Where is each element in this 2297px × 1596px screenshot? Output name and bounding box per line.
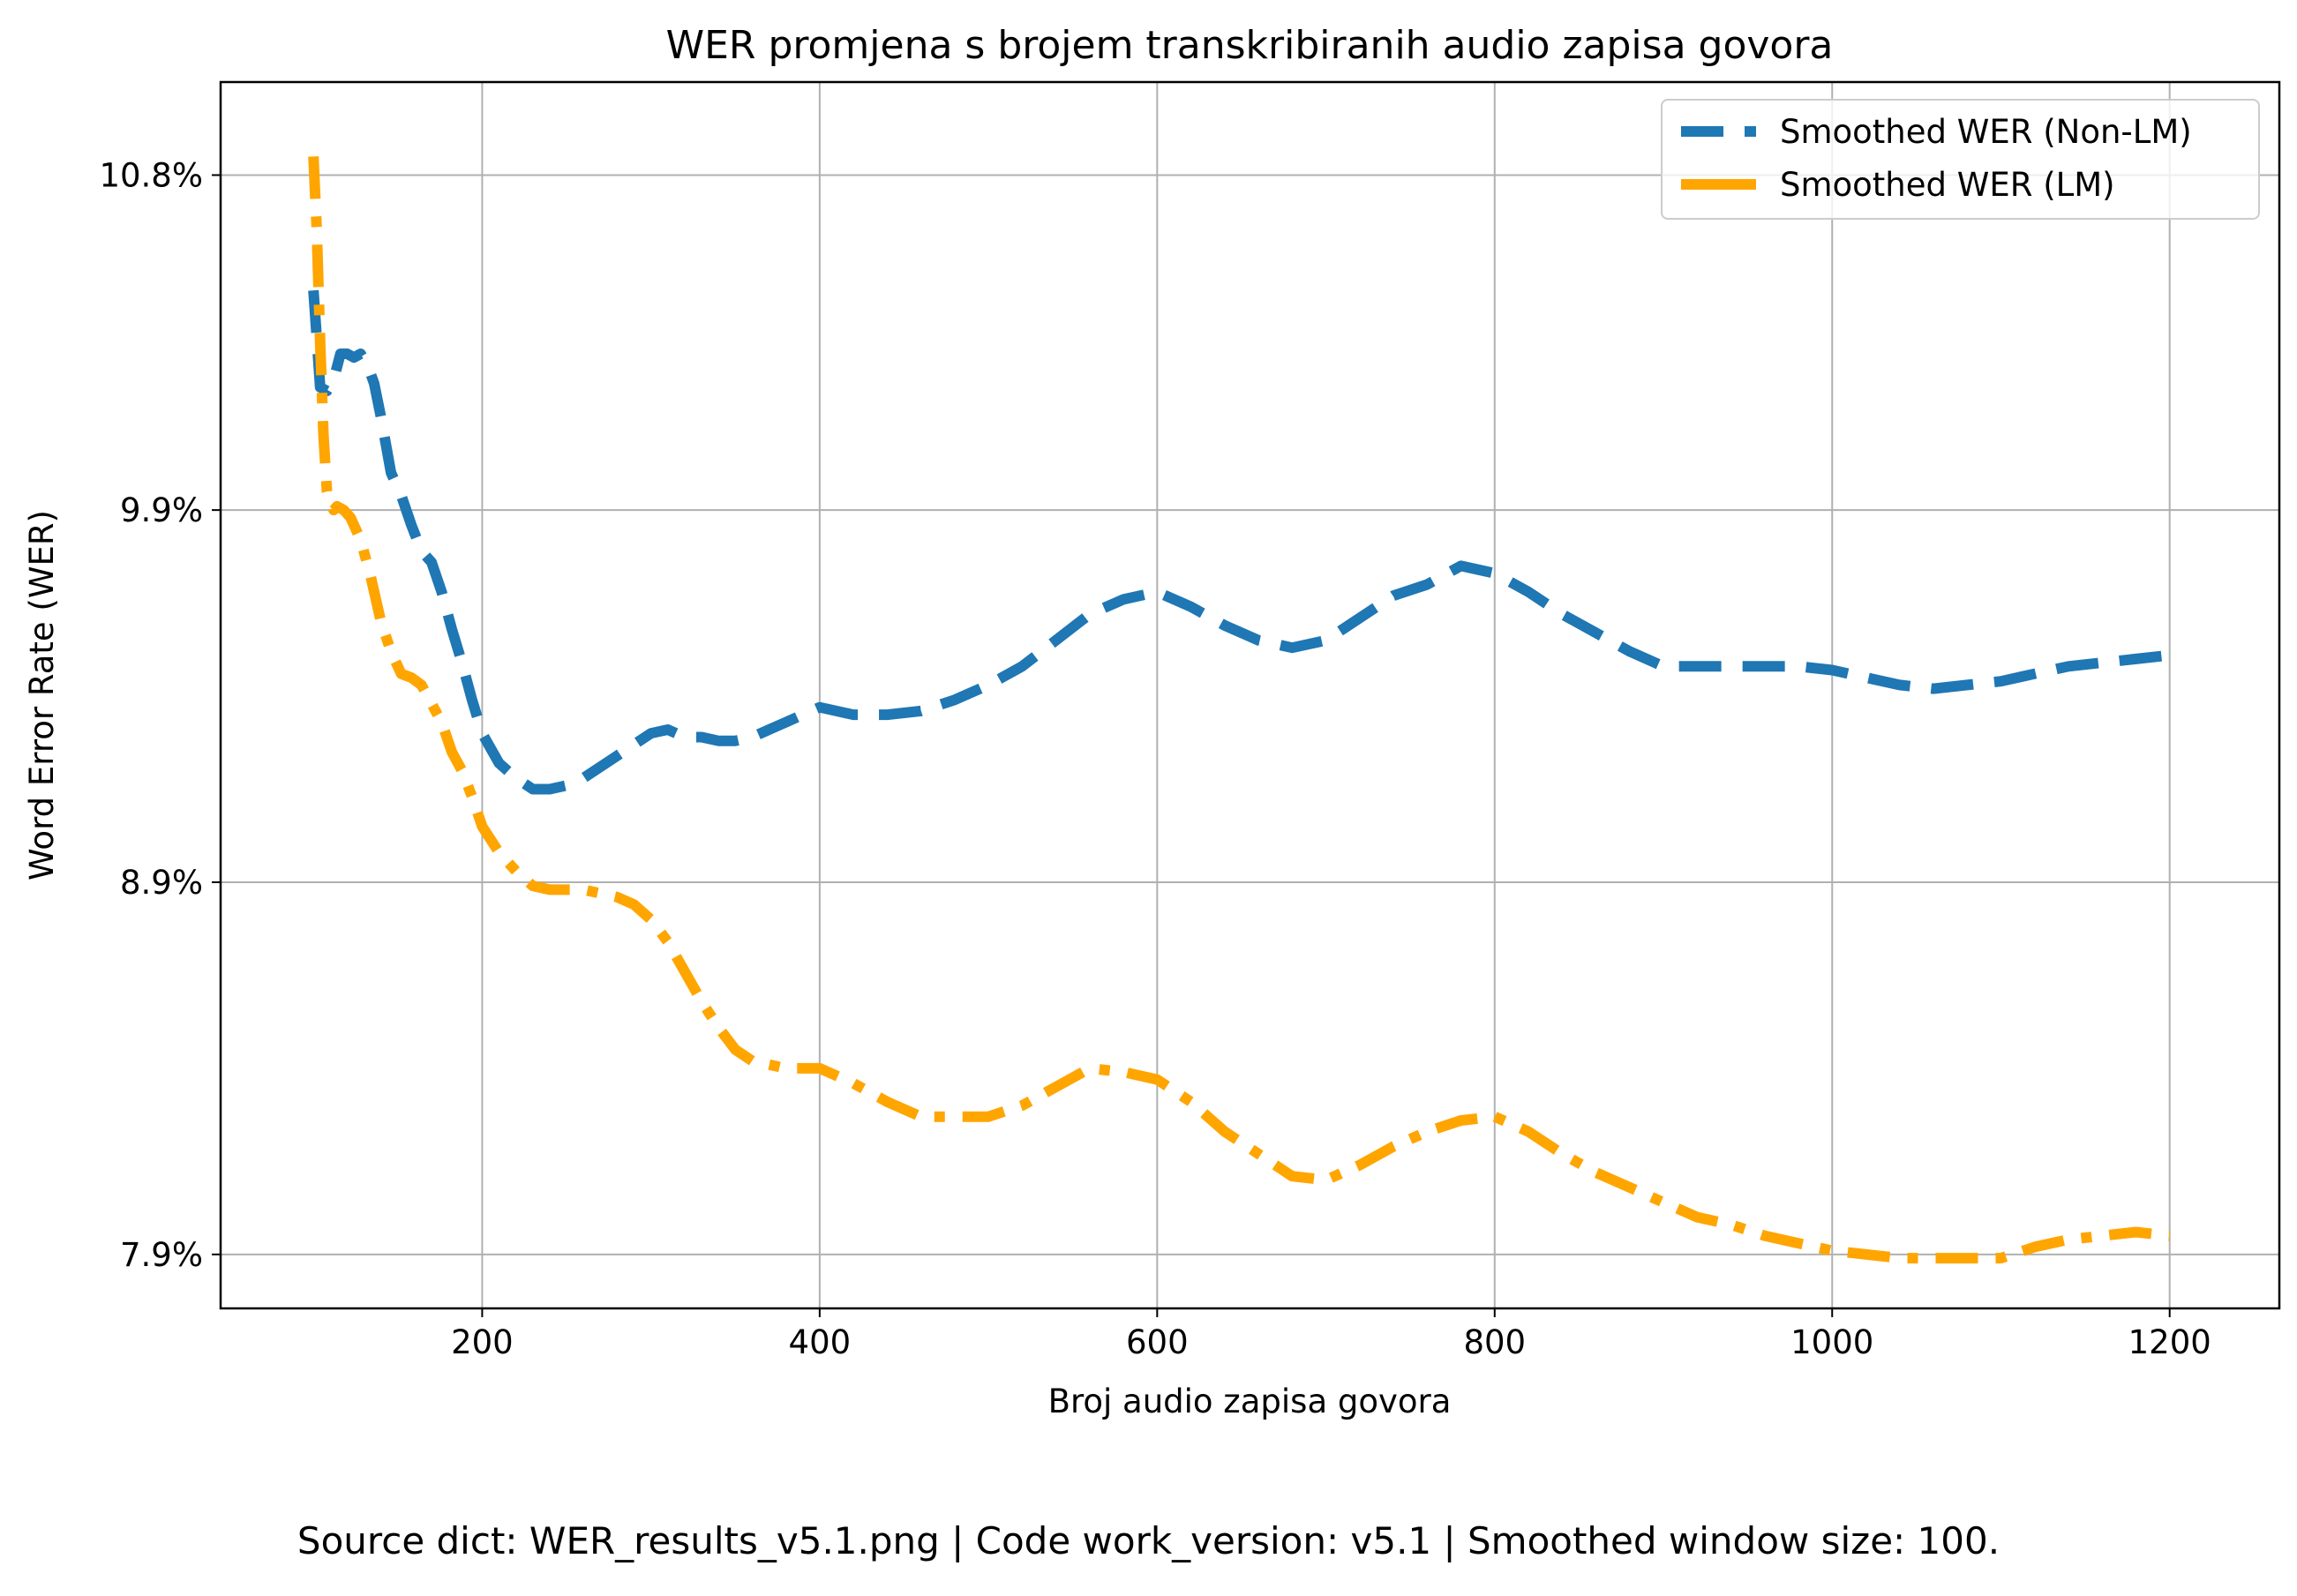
x-tick-label: 1200	[2128, 1323, 2211, 1361]
y-tick-label: 9.9%	[120, 491, 203, 529]
chart-title: WER promjena s brojem transkribiranih au…	[666, 23, 1834, 68]
x-tick-label: 400	[789, 1323, 852, 1361]
figure-caption: Source dict: WER_results_v5.1.png | Code…	[297, 1519, 2000, 1562]
y-tick-label: 7.9%	[120, 1236, 203, 1274]
x-tick-label: 800	[1463, 1323, 1526, 1361]
y-tick-label: 10.8%	[99, 156, 203, 194]
grid	[221, 82, 2279, 1308]
series-line-lm	[308, 156, 2171, 1264]
x-tick-label: 600	[1126, 1323, 1189, 1361]
series-line-non-lm	[308, 289, 2171, 795]
legend-label-lm: Smoothed WER (LM)	[1780, 166, 2115, 204]
legend: Smoothed WER (Non-LM) Smoothed WER (LM)	[1661, 99, 2260, 220]
x-axis-label: Broj audio zapisa govora	[1048, 1382, 1452, 1420]
legend-box	[1661, 99, 2260, 220]
x-tick-label: 200	[451, 1323, 514, 1361]
axis-ticks: 200 400 600 800 1000 1200 7.9% 8.9% 9.9% 10.8%	[99, 156, 2211, 1361]
series-lines	[308, 156, 2171, 1264]
y-axis-label: Word Error Rate (WER)	[23, 510, 61, 880]
plot-area-frame	[219, 80, 2281, 1310]
y-tick-label: 8.9%	[120, 864, 203, 902]
legend-label-non-lm: Smoothed WER (Non-LM)	[1780, 113, 2192, 151]
x-tick-label: 1000	[1790, 1323, 1873, 1361]
